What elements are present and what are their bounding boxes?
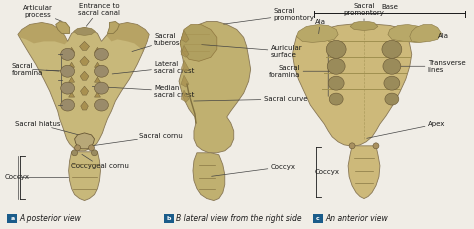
- Ellipse shape: [94, 65, 109, 77]
- Ellipse shape: [94, 48, 109, 60]
- Ellipse shape: [61, 65, 74, 77]
- Polygon shape: [180, 25, 217, 61]
- Polygon shape: [69, 152, 100, 201]
- Polygon shape: [292, 24, 412, 146]
- Ellipse shape: [89, 145, 94, 151]
- Text: Coccyx: Coccyx: [211, 164, 295, 176]
- Text: Transverse
lines: Transverse lines: [395, 60, 465, 73]
- Polygon shape: [179, 22, 251, 153]
- Ellipse shape: [326, 40, 346, 58]
- Polygon shape: [388, 25, 429, 42]
- Text: A posterior view: A posterior view: [20, 214, 82, 223]
- Polygon shape: [73, 27, 95, 35]
- Text: Lateral
sacral crest: Lateral sacral crest: [112, 61, 194, 74]
- Polygon shape: [69, 62, 74, 67]
- Polygon shape: [94, 47, 100, 52]
- Text: Sacral curve: Sacral curve: [194, 96, 307, 102]
- Polygon shape: [107, 22, 149, 51]
- Polygon shape: [348, 146, 380, 199]
- FancyBboxPatch shape: [164, 214, 173, 223]
- Polygon shape: [80, 56, 89, 65]
- FancyBboxPatch shape: [313, 214, 323, 223]
- Polygon shape: [94, 77, 100, 82]
- Text: a: a: [10, 216, 15, 221]
- Text: Sacral
tuberosity: Sacral tuberosity: [132, 33, 190, 52]
- Ellipse shape: [383, 58, 401, 74]
- Text: Sacral
promontory: Sacral promontory: [224, 8, 314, 24]
- Ellipse shape: [382, 40, 402, 58]
- Text: Sacral cornu: Sacral cornu: [87, 133, 183, 146]
- Ellipse shape: [61, 48, 74, 60]
- Polygon shape: [69, 92, 74, 97]
- Polygon shape: [94, 62, 100, 67]
- Polygon shape: [81, 101, 88, 110]
- FancyBboxPatch shape: [8, 214, 18, 223]
- Text: Ala: Ala: [438, 33, 448, 39]
- Polygon shape: [181, 30, 189, 42]
- Polygon shape: [69, 77, 74, 82]
- Ellipse shape: [61, 99, 74, 111]
- Text: B lateral view from the right side: B lateral view from the right side: [176, 214, 301, 223]
- Polygon shape: [18, 22, 68, 44]
- Polygon shape: [18, 22, 149, 151]
- Text: Apex: Apex: [367, 121, 445, 138]
- Polygon shape: [181, 45, 189, 57]
- Text: Sacral
foramina: Sacral foramina: [12, 63, 65, 76]
- Polygon shape: [181, 60, 189, 72]
- Polygon shape: [410, 25, 442, 42]
- Text: c: c: [316, 216, 319, 221]
- Ellipse shape: [327, 58, 345, 74]
- Ellipse shape: [91, 150, 98, 156]
- Ellipse shape: [94, 82, 109, 94]
- Text: b: b: [166, 216, 171, 221]
- Polygon shape: [80, 71, 89, 80]
- Ellipse shape: [373, 143, 379, 149]
- Ellipse shape: [329, 93, 343, 105]
- Text: Coccygeal cornu: Coccygeal cornu: [71, 154, 128, 169]
- Ellipse shape: [328, 76, 344, 90]
- Polygon shape: [80, 41, 90, 50]
- Text: Sacral
promontory: Sacral promontory: [344, 3, 384, 21]
- Ellipse shape: [349, 143, 355, 149]
- Polygon shape: [56, 22, 70, 33]
- Polygon shape: [296, 25, 338, 42]
- Polygon shape: [74, 133, 94, 149]
- Polygon shape: [181, 90, 189, 102]
- Text: Sacral hiatus: Sacral hiatus: [15, 121, 80, 135]
- Ellipse shape: [384, 76, 400, 90]
- Ellipse shape: [385, 93, 399, 105]
- Polygon shape: [81, 86, 89, 95]
- Ellipse shape: [94, 99, 109, 111]
- Ellipse shape: [74, 145, 81, 151]
- Ellipse shape: [72, 150, 78, 156]
- Text: Auricular
surface: Auricular surface: [202, 45, 302, 58]
- Ellipse shape: [61, 82, 74, 94]
- Polygon shape: [69, 47, 74, 52]
- Text: Base: Base: [382, 4, 398, 10]
- Polygon shape: [193, 153, 225, 201]
- Text: Coccyx: Coccyx: [314, 169, 339, 175]
- Text: Entrance to
sacral canal: Entrance to sacral canal: [79, 3, 120, 26]
- Polygon shape: [94, 92, 100, 97]
- Polygon shape: [350, 22, 378, 30]
- Text: Ala: Ala: [315, 19, 326, 34]
- Text: Sacral
foramina: Sacral foramina: [269, 65, 333, 78]
- Text: Coccyx: Coccyx: [5, 174, 30, 180]
- Polygon shape: [181, 75, 189, 87]
- Polygon shape: [108, 22, 119, 33]
- Text: An anterior view: An anterior view: [325, 214, 388, 223]
- Text: Articular
process: Articular process: [23, 5, 62, 22]
- Text: Median
sacral crest: Median sacral crest: [92, 85, 194, 98]
